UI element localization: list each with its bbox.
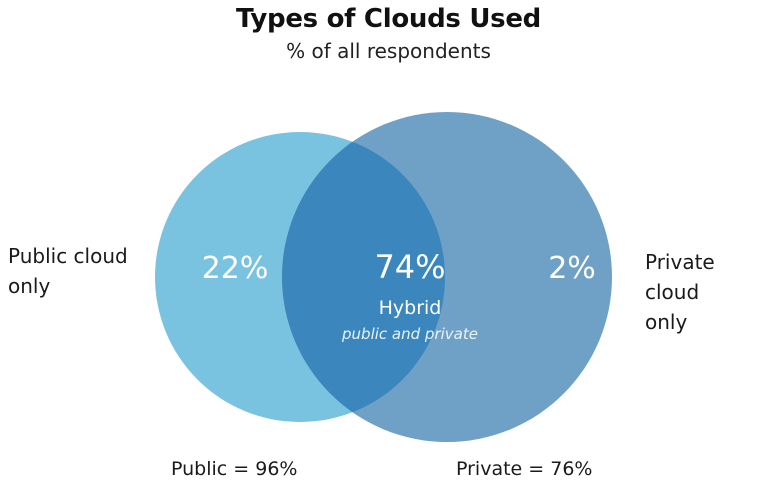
diagram-subtitle: % of all respondents xyxy=(286,39,491,63)
public-only-label: Public cloud only xyxy=(8,241,148,301)
public-total-label: Public = 96% xyxy=(171,458,298,480)
public-only-label-line: only xyxy=(8,274,51,298)
diagram-title: Types of Clouds Used xyxy=(236,4,541,34)
hybrid-overlap-region xyxy=(282,132,445,422)
private-only-label: Private cloud only xyxy=(645,247,775,337)
private-total-label: Private = 76% xyxy=(456,458,593,480)
private-only-label-line: Private cloud xyxy=(645,250,715,304)
public-only-percent: 22% xyxy=(201,251,269,286)
private-only-label-line: only xyxy=(645,310,688,334)
hybrid-label: Hybrid xyxy=(378,297,442,319)
hybrid-sublabel: public and private xyxy=(342,325,478,343)
private-only-percent: 2% xyxy=(548,251,596,286)
public-only-label-line: Public cloud xyxy=(8,244,128,268)
hybrid-percent: 74% xyxy=(374,248,446,286)
